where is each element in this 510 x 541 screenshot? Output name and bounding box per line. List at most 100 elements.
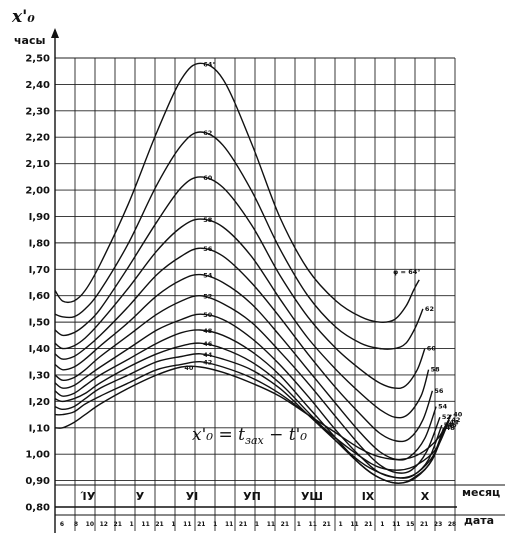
series-peak-label: 42 [203,359,212,367]
date-label: 1 [130,521,134,528]
y-tick-label: 2,00 [25,186,50,197]
formula-right: − t'₀ [264,425,308,445]
date-label: 12 [100,521,108,528]
series-line [54,131,424,350]
y-tick-label: 1,00 [25,450,50,461]
date-label: 21 [420,521,428,528]
series-end-label: 46 [448,421,458,429]
series-end-label: 44 [449,418,459,426]
series-peak-label: 48 [203,327,213,335]
series-line [54,218,430,419]
date-label: 21 [239,521,247,528]
date-label: 8 [74,521,78,528]
y-tick-label: I,80 [29,238,50,249]
month-label: IX [362,490,375,503]
series-line [54,360,450,471]
series-peak-label: 58 [203,216,213,224]
date-labels: 6 8 10 12 21 1 11 21 1 11 21 1 11 21 1 11 21 1 11 21 1 11 21 1 1… [60,521,456,528]
y-unit-label: часы [14,34,45,47]
series-group [54,62,452,484]
date-label: 21 [281,521,289,528]
y-tick-label: 0,90 [25,476,50,487]
date-label: 21 [364,521,372,528]
y-tick-label: 2,40 [25,80,50,91]
series-line [54,176,426,390]
series-end-label: 42 [451,416,460,424]
date-label: 1 [380,521,384,528]
axes [51,28,505,533]
month-label: ΊУ [80,490,96,503]
y-tick-label: I,30 [29,370,50,381]
series-line [54,294,441,474]
date-label: 21 [155,521,163,528]
series-line [54,353,449,479]
y-axis-arrow [51,28,59,38]
month-label: УI [186,490,199,503]
y-tick-label: 0,80 [25,503,50,514]
date-label: 21 [197,521,205,528]
series-peak-label: 40 [184,364,194,372]
date-label: 11 [309,521,317,528]
series-line [54,329,445,484]
date-label: 1 [213,521,217,528]
y-tick-label: I,40 [29,344,50,355]
y-tick-label: I,50 [29,318,50,329]
date-label: 21 [114,521,122,528]
series-peak-label: 44 [203,351,213,359]
series-peak-label: 64° [203,60,215,68]
y-tick-label: 2,30 [25,106,50,117]
y-tick-label: I,90 [29,212,50,223]
month-label: УШ [301,490,323,503]
y-tick-labels: 0,80 0,90 1,00 I,10 I,20 I,30 I,40 I,50 I,60 I,70… [25,54,50,514]
date-label: 11 [141,521,149,528]
month-label: X [421,490,430,503]
date-label: 11 [392,521,400,528]
series-peak-label: 56 [203,245,213,253]
date-label: 15 [406,521,414,528]
y-tick-label: I,10 [29,423,50,434]
series-line [54,62,420,323]
series-peak-label: 62 [203,129,212,137]
series-peak-label: 54 [203,272,213,280]
date-label: 28 [448,521,456,528]
date-label: 23 [434,521,442,528]
date-label: 10 [86,521,94,528]
series-peak-label: 50 [203,311,213,319]
y-tick-label: 2,10 [25,159,50,170]
month-labels: ΊУ У УI УП УШ IX X [80,490,430,503]
date-label: 11 [183,521,191,528]
month-label: УП [243,490,261,503]
series-line [54,247,434,443]
series-end-label: 62 [425,305,434,313]
date-label: 1 [297,521,301,528]
curve-labels: 64°φ = 64°626260605858565654545252505048… [184,60,462,431]
date-label: 21 [322,521,330,528]
y-tick-label: 2,20 [25,133,50,144]
date-label: 11 [350,521,358,528]
date-label: 1 [338,521,342,528]
date-label: 1 [255,521,259,528]
series-end-label: 50 [444,421,454,429]
date-label: 1 [171,521,175,528]
series-peak-label: 52 [203,293,212,301]
x-axis-label-date: дата [464,514,494,527]
series-line [54,342,447,484]
series-end-label: 48 [446,424,456,432]
x-axis-label-month: месяц [462,486,500,499]
series-end-label: 52 [442,413,451,421]
formula-sub: зах [245,434,265,447]
date-label: 11 [267,521,275,528]
y-axis-label: x'₀ [11,7,35,27]
date-label: 11 [225,521,233,528]
month-label: У [136,490,145,503]
series-end-label: 60 [427,345,437,353]
series-end-label: 54 [438,403,448,411]
series-peak-label: 60 [203,174,213,182]
series-end-label: 58 [431,366,441,374]
series-end-label: φ = 64° [393,268,420,276]
formula-left: x'₀ = t [192,425,245,445]
y-tick-label: 2,50 [25,54,50,65]
formula: x'₀ = tзах − t'₀ [192,425,307,447]
series-line [54,365,452,461]
